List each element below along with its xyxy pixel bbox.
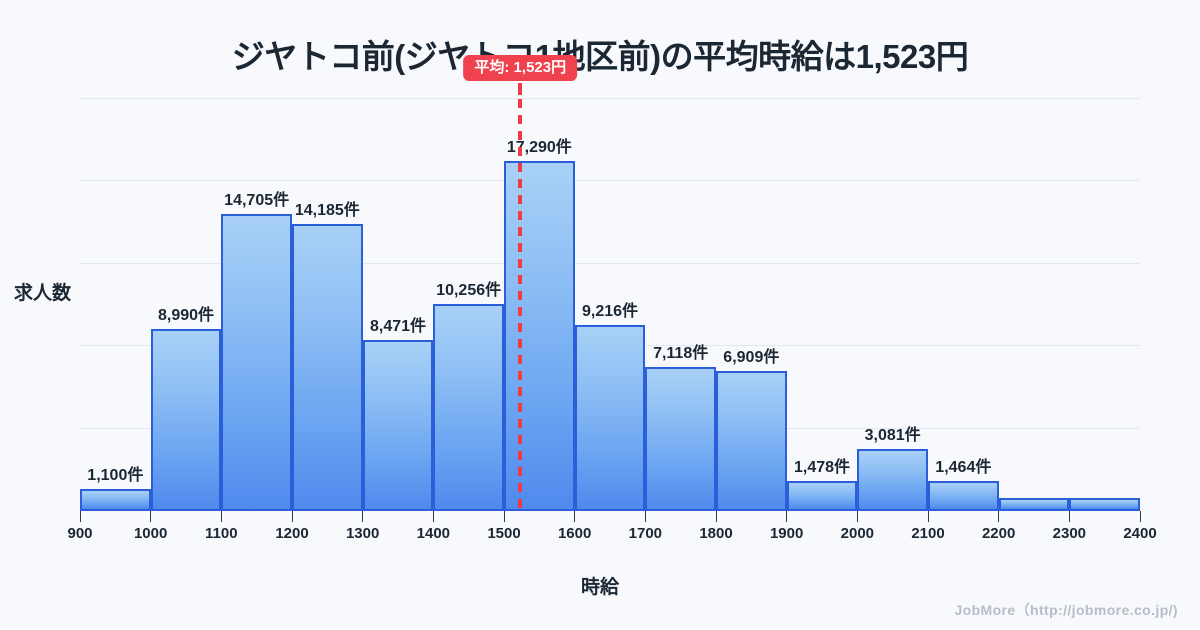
x-axis-tick [1139, 511, 1141, 522]
histogram-bar[interactable] [786, 481, 858, 511]
x-axis-tick [644, 511, 646, 522]
bar-value-label: 8,471件 [369, 317, 427, 335]
x-axis-tick-label: 2200 [981, 525, 1016, 542]
x-axis-tick [291, 511, 293, 522]
histogram-bar[interactable] [504, 161, 575, 511]
x-axis-tick-label: 1800 [699, 525, 733, 542]
x-axis-tick [150, 511, 152, 522]
bar-value-label: 14,185件 [294, 202, 360, 220]
gridline [80, 98, 1140, 99]
average-badge: 平均: 1,523円 [463, 55, 578, 82]
x-axis-tick-label: 1000 [133, 525, 168, 542]
bar-value-label: 17,290件 [506, 139, 572, 157]
x-axis-tick-label: 1300 [345, 525, 380, 542]
x-axis-tick [998, 511, 1000, 522]
bar-value-label: 1,464件 [935, 459, 992, 477]
x-axis-tick-label: 2100 [911, 525, 945, 542]
x-axis-tick [786, 511, 788, 522]
x-axis-tick [927, 511, 929, 522]
plot-area: 1,100件 8,990件 14,705件 14,185件 8,471件 10,256件 1… [67, 55, 1157, 542]
x-axis-tick-label: 1500 [487, 525, 521, 542]
gridline [80, 262, 1140, 264]
x-axis-tick [715, 511, 717, 522]
x-axis-tick-label: 2000 [840, 525, 875, 542]
histogram-bar[interactable] [928, 481, 999, 511]
bar-value-label: 1,478件 [793, 459, 851, 477]
histogram-bar[interactable] [645, 367, 716, 511]
histogram-bar[interactable] [292, 224, 363, 511]
histogram-bar[interactable] [80, 488, 151, 511]
bar-value-label: 14,705件 [224, 191, 290, 209]
histogram-bar[interactable] [150, 329, 222, 511]
x-axis-tick [362, 511, 364, 522]
x-axis-tick [574, 511, 576, 522]
x-axis-tick-label: 1700 [628, 525, 663, 542]
x-axis-tick-label: 2300 [1052, 525, 1087, 542]
bar-value-label: 6,909件 [723, 349, 780, 367]
histogram-bar[interactable] [857, 448, 928, 511]
histogram-bar[interactable] [998, 497, 1070, 511]
x-axis-title: 時給 [580, 577, 619, 598]
x-axis-tick [503, 511, 505, 522]
average-line-stub [518, 83, 523, 95]
histogram-bar[interactable] [433, 303, 504, 511]
x-axis-tick [220, 511, 222, 522]
x-axis-tick [856, 511, 858, 522]
page-title: ジヤトコ前(ジヤトコ1地区前)の平均時給は1,523円 [231, 38, 969, 75]
histogram-bar[interactable] [716, 371, 787, 511]
x-axis-tick-label: 1900 [769, 525, 804, 542]
bar-value-label: 9,216件 [581, 302, 639, 320]
x-axis-tick-label: 1100 [205, 525, 238, 542]
bar-value-label: 7,118件 [653, 345, 709, 363]
bar-value-label: 10,256件 [436, 281, 502, 299]
x-axis-tick [1068, 511, 1070, 522]
average-line [518, 99, 523, 511]
histogram-bar[interactable] [362, 339, 434, 511]
y-axis-title: 求人数 [14, 283, 72, 304]
histogram-bar[interactable] [1069, 497, 1140, 511]
x-axis-tick [79, 511, 81, 522]
footer-credit: JobMore（http://jobmore.co.jp/) [954, 602, 1178, 618]
x-axis-tick-label: 1200 [275, 525, 309, 542]
histogram-bar[interactable] [221, 213, 292, 511]
histogram-bar[interactable] [574, 324, 646, 511]
bar-value-label: 1,100件 [87, 466, 144, 484]
x-axis-tick [432, 511, 434, 522]
x-axis-tick-label: 1400 [416, 525, 451, 542]
x-axis-tick-label: 1600 [557, 525, 592, 542]
x-axis-tick-label: 2400 [1123, 525, 1157, 542]
x-axis-tick-label: 900 [67, 525, 93, 542]
bar-value-label: 8,990件 [157, 307, 215, 325]
bar-value-label: 3,081件 [864, 426, 921, 444]
gridline [80, 180, 1140, 182]
